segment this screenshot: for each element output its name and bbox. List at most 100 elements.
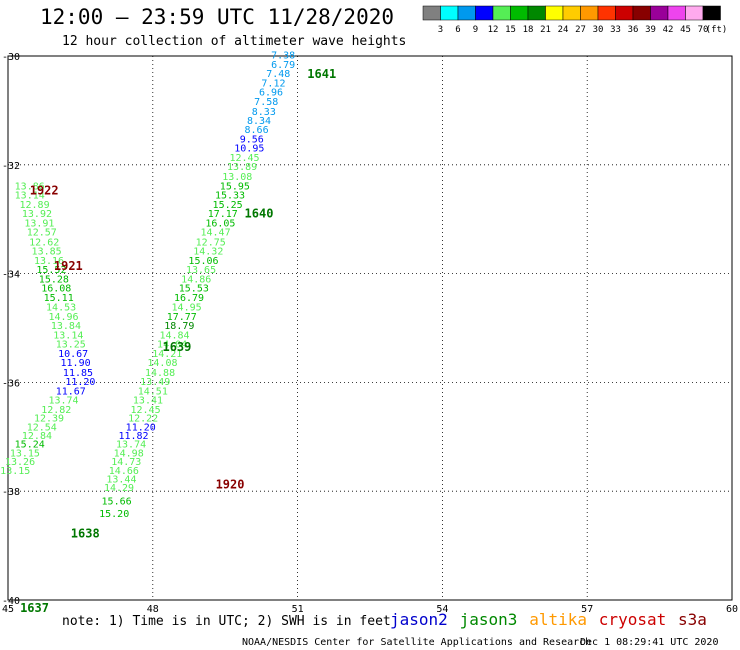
- plot-frame: [7, 55, 733, 601]
- wave-height-point: 14.98: [114, 448, 144, 459]
- wave-height-point: 13.25: [56, 340, 86, 351]
- y-tick-label: -30: [2, 52, 20, 63]
- wave-height-point: 13.15: [0, 466, 30, 477]
- wave-height-point: 12.75: [196, 237, 226, 248]
- color-swatch: [510, 5, 529, 21]
- color-scale-legend: 3 6 9 12 15 18 21 24 27 30 33 36 39 42 45 70(ft): [422, 5, 728, 35]
- wave-height-point: 13.14: [53, 330, 83, 341]
- color-scale-label: 12: [488, 25, 499, 35]
- color-swatch: [597, 5, 616, 21]
- wave-height-point: 7.58: [254, 97, 278, 108]
- wave-height-point: 14.73: [111, 457, 141, 468]
- wave-height-point: 13.65: [186, 265, 216, 276]
- wave-height-point: 14.32: [193, 247, 223, 258]
- wave-height-point: 9.56: [240, 134, 264, 145]
- wave-height-point: 12.22: [128, 414, 158, 425]
- wave-height-point: 13.08: [222, 172, 252, 183]
- wave-height-point: 12.62: [29, 237, 59, 248]
- credit-text: NOAA/NESDIS Center for Satellite Applica…: [242, 637, 591, 648]
- wave-height-point: 11.67: [56, 386, 86, 397]
- chart-title: 12:00 – 23:59 UTC 11/28/2020: [40, 5, 394, 29]
- color-swatch: [492, 5, 511, 21]
- wave-height-point: 14.21: [152, 349, 182, 360]
- wave-height-point: 11.20: [126, 422, 156, 433]
- y-tick-label: -40: [2, 596, 20, 607]
- color-swatch: [702, 5, 721, 21]
- wave-height-point: 15.24: [15, 440, 45, 451]
- wave-height-point: 15.20: [99, 509, 129, 520]
- wave-height-point: 13.14: [15, 191, 45, 202]
- timestamp-text: Dec 1 08:29:41 UTC 2020: [580, 637, 718, 648]
- wave-height-point: 13.74: [116, 440, 146, 451]
- pass-label: 1639: [162, 340, 191, 354]
- color-swatch: [562, 5, 581, 21]
- wave-height-point: 14.53: [46, 303, 76, 314]
- wave-height-point: 18.79: [164, 321, 194, 332]
- color-scale-unit: (ft): [706, 25, 728, 35]
- color-swatch: [527, 5, 546, 21]
- color-scale-label: 6: [455, 25, 460, 35]
- x-tick-label: 48: [147, 604, 159, 615]
- wave-height-point: 12.57: [27, 228, 57, 239]
- wave-height-point: 6.96: [259, 88, 283, 99]
- grid: [8, 56, 732, 600]
- wave-height-point: 13.15: [10, 448, 40, 459]
- color-scale-label: 27: [575, 25, 586, 35]
- color-swatch: [615, 5, 634, 21]
- wave-height-point: 17.17: [208, 209, 238, 220]
- wave-height-point: 7.38: [271, 51, 295, 62]
- pass-label: 1640: [245, 207, 274, 221]
- color-swatch: [475, 5, 494, 21]
- y-tick-label: -32: [2, 161, 20, 172]
- satellite-legend: jason2 jason3 altika cryosat s3a: [390, 610, 707, 629]
- color-swatch: [545, 5, 564, 21]
- color-swatch: [457, 5, 476, 21]
- x-tick-label: 60: [726, 604, 738, 615]
- wave-height-point: 16.05: [205, 218, 235, 229]
- wave-height-point: 12.89: [19, 200, 49, 211]
- pass-label: 1637: [20, 601, 49, 615]
- wave-height-point: 15.28: [39, 274, 69, 285]
- wave-height-point: 6.79: [271, 60, 295, 71]
- wave-height-point: 17.77: [167, 312, 197, 323]
- x-tick-label: 45: [2, 604, 14, 615]
- wave-height-values: 7.386.797.487.126.967.588.338.348.669.56…: [0, 51, 295, 520]
- wave-height-point: 14.84: [159, 330, 189, 341]
- pass-label: 1920: [216, 477, 245, 491]
- wave-height-point: 13.85: [32, 247, 62, 258]
- wave-height-point: 15.66: [102, 496, 132, 507]
- wave-height-point: 13.84: [51, 321, 81, 332]
- color-swatch: [632, 5, 651, 21]
- satellite-cryosat: cryosat: [599, 610, 666, 629]
- satellite-s3a: s3a: [678, 610, 707, 629]
- wave-height-point: 16.08: [41, 284, 71, 295]
- wave-height-point: 15.52: [36, 265, 66, 276]
- pass-label: 1921: [54, 259, 83, 273]
- wave-height-point: 12.45: [229, 153, 259, 164]
- wave-height-point: 14.51: [138, 386, 168, 397]
- wave-height-point: 14.04: [157, 340, 187, 351]
- wave-height-point: 13.26: [5, 457, 35, 468]
- wave-height-point: 12.45: [131, 405, 161, 416]
- wave-height-point: 13.92: [22, 209, 52, 220]
- wave-height-point: 15.06: [188, 256, 218, 267]
- wave-height-point: 8.66: [245, 125, 269, 136]
- wave-height-point: 11.85: [63, 368, 93, 379]
- wave-height-point: 12.54: [27, 422, 57, 433]
- wave-height-point: 12.82: [41, 405, 71, 416]
- color-scale-label: 21: [540, 25, 551, 35]
- wave-height-point: 15.11: [44, 293, 74, 304]
- wave-height-point: 10.95: [234, 144, 264, 155]
- wave-height-point: 7.12: [261, 78, 285, 89]
- wave-height-point: 12.39: [34, 414, 64, 425]
- color-swatch: [422, 5, 441, 21]
- pass-label: 1638: [71, 526, 100, 540]
- color-swatch: [667, 5, 686, 21]
- satellite-jason2: jason2: [390, 610, 448, 629]
- color-scale-label: 70: [698, 25, 709, 35]
- color-swatch: [440, 5, 459, 21]
- footer-note: note: 1) Time is in UTC; 2) SWH is in fe…: [62, 614, 391, 629]
- color-scale-label: 36: [628, 25, 639, 35]
- y-tick-label: -36: [2, 378, 20, 389]
